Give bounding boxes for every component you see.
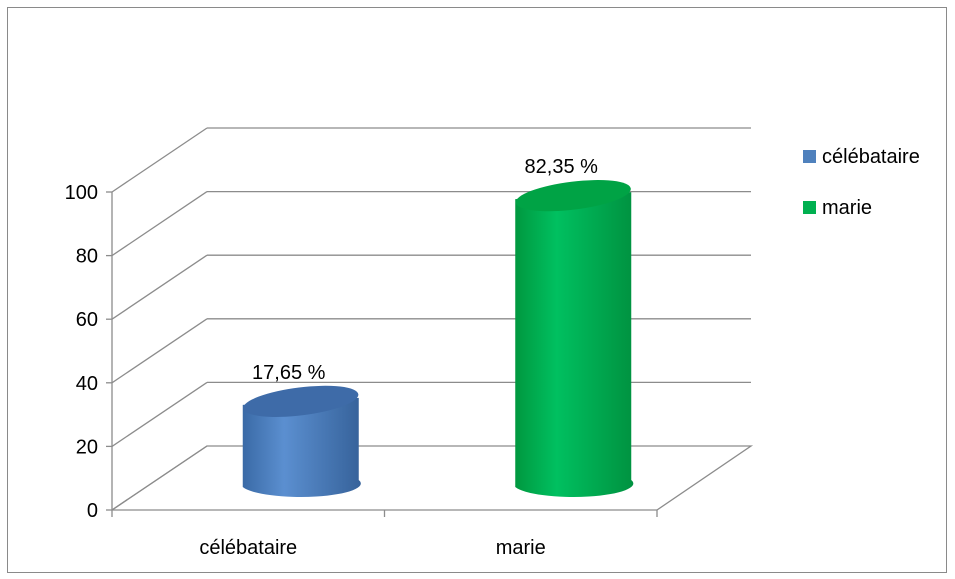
gridlines [111,127,754,511]
bar-top-celebataire [243,385,359,417]
bar-celebataire [242,385,361,497]
y-tick-labels: 0 20 40 60 80 100 [65,182,98,522]
chart-frame [7,7,947,573]
bar-body-marie [515,192,634,497]
bar-top-marie [515,180,631,212]
y-tick-label: 100 [65,182,98,204]
bar-marie [515,180,634,497]
legend-label-marie: marie [822,197,872,219]
legend-label-celebataire: célébataire [822,146,920,168]
x-tick-labels: célébataire marie [199,537,545,559]
side-wall-gridline [111,381,208,447]
side-wall-gridline [111,318,208,384]
axes [106,191,658,517]
bars [242,180,634,497]
y-tick-label: 0 [87,500,98,522]
data-labels: 17,65 % 82,35 % [252,156,598,384]
legend-swatch-marie [803,201,816,214]
legend-swatch-celebataire [803,150,816,163]
bar-body-celebataire [242,397,361,497]
side-wall-gridline [111,127,208,193]
side-wall-gridline [111,254,208,320]
side-wall-gridline [111,191,208,257]
y-tick-label: 60 [76,309,98,331]
y-tick-label: 80 [76,246,98,268]
y-tick-label: 40 [76,373,98,395]
data-label-celebataire: 17,65 % [252,362,326,384]
x-tick-label-celebataire: célébataire [199,537,297,559]
data-label-marie: 82,35 % [525,156,599,178]
y-tick-label: 20 [76,436,98,458]
floor-outline [111,445,754,511]
legend: célébataire marie [803,146,920,219]
x-tick-label-marie: marie [496,537,546,559]
